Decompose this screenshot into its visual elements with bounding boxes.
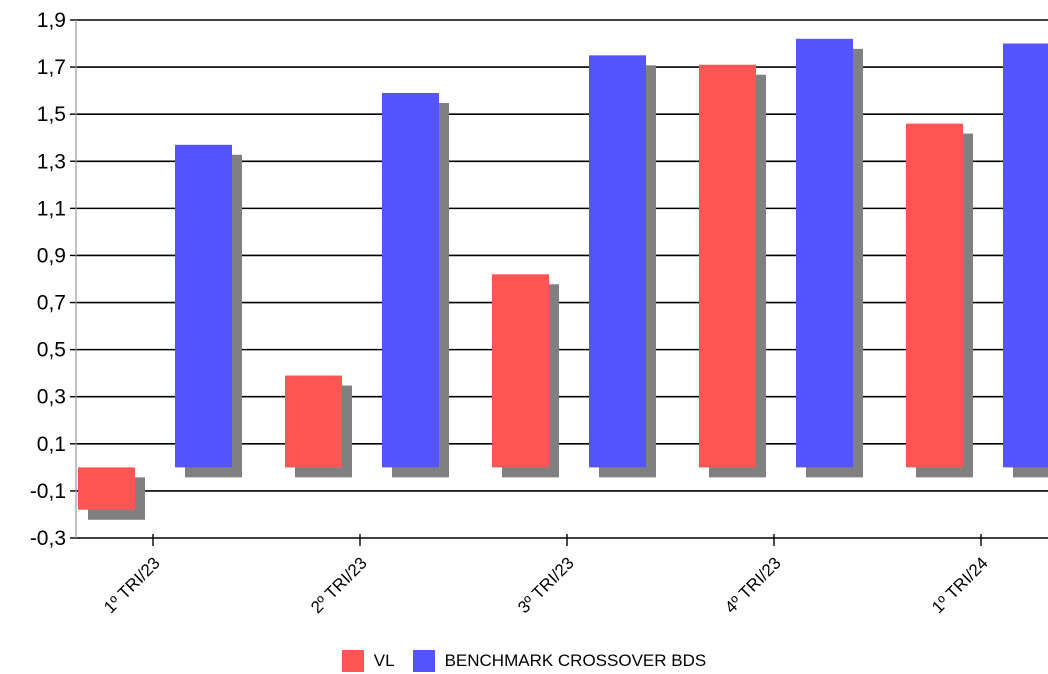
- bar-benchmark: [382, 92, 439, 468]
- bar-benchmark: [796, 38, 853, 468]
- x-tick-label: 4º TRI/23: [721, 553, 785, 617]
- y-tick-label: 0,1: [37, 433, 66, 456]
- legend-swatch-benchmark: [412, 650, 435, 672]
- x-tick-label: 1º TRI/24: [928, 553, 992, 617]
- legend-item-benchmark: BENCHMARK CROSSOVER BDS: [412, 650, 707, 672]
- y-tick-label: 1,9: [37, 9, 66, 32]
- y-tick-label: 1,7: [37, 56, 66, 79]
- bar-vl: [906, 123, 963, 468]
- bar-benchmark: [589, 55, 646, 468]
- legend-swatch-vl: [341, 650, 364, 672]
- x-tick-label: 3º TRI/23: [514, 553, 578, 617]
- legend-label-benchmark: BENCHMARK CROSSOVER BDS: [444, 651, 707, 670]
- x-tick-label: 1º TRI/23: [100, 553, 164, 617]
- y-tick-label: 0,9: [37, 244, 66, 267]
- y-tick-label: 1,3: [37, 150, 66, 173]
- y-tick-label: -0,3: [30, 527, 66, 550]
- bars: [78, 38, 1048, 520]
- y-tick-label: 0,5: [37, 339, 66, 362]
- legend: VL BENCHMARK CROSSOVER BDS: [0, 648, 1048, 674]
- y-tick-label: 0,3: [37, 386, 66, 409]
- y-tick-label: 0,7: [37, 292, 66, 315]
- bar-vl: [492, 274, 549, 468]
- bar-benchmark: [1003, 43, 1048, 468]
- y-tick-label: 1,1: [37, 197, 66, 220]
- bar-vl: [285, 375, 342, 468]
- x-tick-label: 2º TRI/23: [307, 553, 371, 617]
- bar-vl: [78, 467, 135, 510]
- bar-vl: [699, 64, 756, 468]
- y-tick-label: 1,5: [37, 103, 66, 126]
- y-tick-label: -0,1: [30, 480, 66, 503]
- legend-item-vl: VL: [341, 650, 395, 672]
- legend-label-vl: VL: [373, 651, 395, 670]
- bar-benchmark: [175, 144, 232, 468]
